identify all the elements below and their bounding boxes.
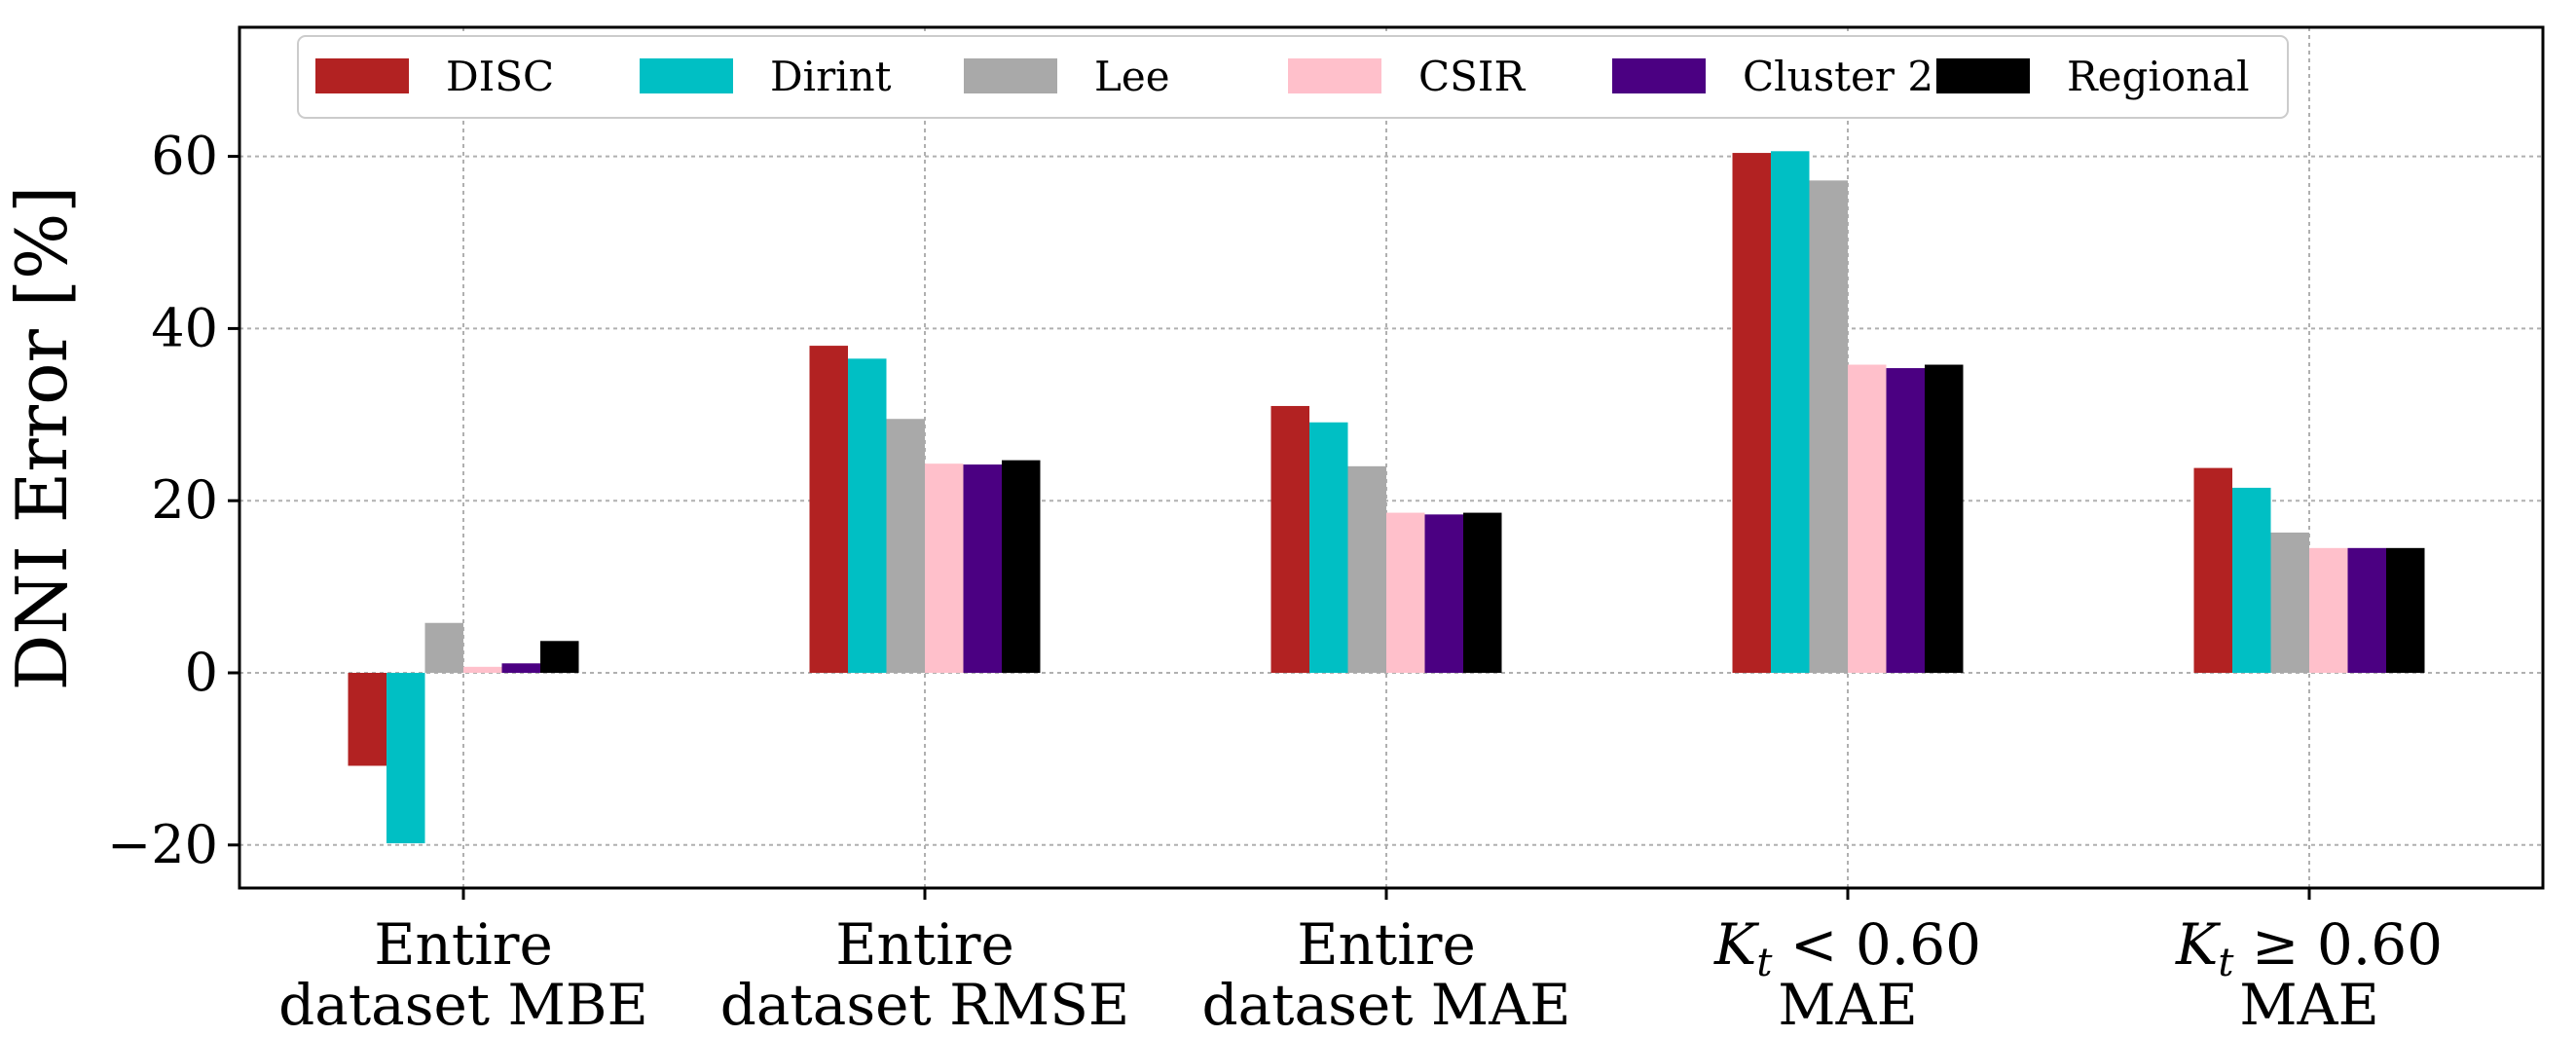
- x-tick-label: dataset RMSE: [720, 972, 1130, 1032]
- legend-swatch-regional: [1936, 58, 2030, 93]
- bar-lee: [886, 419, 925, 673]
- y-tick-label: 60: [151, 126, 218, 187]
- y-tick-label: −20: [107, 814, 218, 875]
- bar-lee: [2270, 532, 2309, 673]
- y-tick-label: 20: [151, 469, 218, 531]
- legend-swatch-cluster-2: [1612, 58, 1706, 93]
- x-tick-label: dataset MAE: [1201, 972, 1570, 1032]
- bar-dirint: [848, 358, 887, 673]
- x-tick-label: MAE: [2239, 972, 2379, 1032]
- y-axis-label: DNI Error [%]: [1, 186, 83, 691]
- legend-swatch-disc: [315, 58, 409, 93]
- legend-label-disc: DISC: [446, 53, 554, 100]
- bar-cluster-2: [1424, 514, 1463, 673]
- y-tick-label: 40: [151, 297, 218, 358]
- legend-swatch-lee: [964, 58, 1057, 93]
- x-tick-label: dataset MBE: [278, 972, 648, 1032]
- bar-cluster-2: [2347, 547, 2386, 673]
- x-tick-label: Entire: [374, 911, 553, 978]
- legend-label-csir: CSIR: [1418, 53, 1526, 100]
- bar-regional: [2386, 547, 2425, 673]
- legend-label-dirint: Dirint: [770, 53, 892, 100]
- bar-csir: [1386, 512, 1425, 673]
- bar-lee: [1809, 180, 1848, 674]
- x-tick-label: Kt < 0.60: [1713, 911, 1981, 985]
- bar-disc: [809, 346, 848, 673]
- legend-label-lee: Lee: [1094, 53, 1170, 100]
- x-tick-label: Kt ≥ 0.60: [2175, 911, 2443, 985]
- bar-disc: [1270, 405, 1309, 673]
- y-tick-label: 0: [185, 642, 218, 703]
- bar-disc: [348, 673, 386, 766]
- bar-dirint: [2232, 487, 2271, 673]
- bar-dirint: [386, 673, 425, 844]
- bar-regional: [1925, 364, 1964, 673]
- legend-label-regional: Regional: [2067, 53, 2250, 100]
- bar-dirint: [1309, 422, 1348, 673]
- legend-swatch-csir: [1288, 58, 1381, 93]
- bar-disc: [2193, 467, 2232, 673]
- bar-cluster-2: [1886, 368, 1925, 673]
- bar-cluster-2: [963, 464, 1002, 673]
- bar-lee: [424, 622, 463, 673]
- legend-label-cluster-2: Cluster 2: [1743, 53, 1933, 100]
- x-tick-label: MAE: [1778, 972, 1918, 1032]
- bar-dirint: [1771, 151, 1810, 673]
- bar-csir: [1848, 364, 1887, 673]
- bar-regional: [1002, 460, 1041, 673]
- plot-frame: [238, 25, 2545, 890]
- x-tick-label: Entire: [835, 911, 1014, 978]
- bar-regional: [1463, 512, 1502, 673]
- bar-regional: [540, 641, 579, 673]
- bar-lee: [1347, 465, 1386, 673]
- bar-disc: [1732, 153, 1771, 674]
- bar-csir: [463, 666, 502, 673]
- bar-csir: [2309, 547, 2348, 673]
- legend-swatch-dirint: [640, 58, 733, 93]
- bar-cluster-2: [501, 663, 540, 673]
- bar-csir: [925, 463, 964, 673]
- x-tick-label: Entire: [1297, 911, 1476, 978]
